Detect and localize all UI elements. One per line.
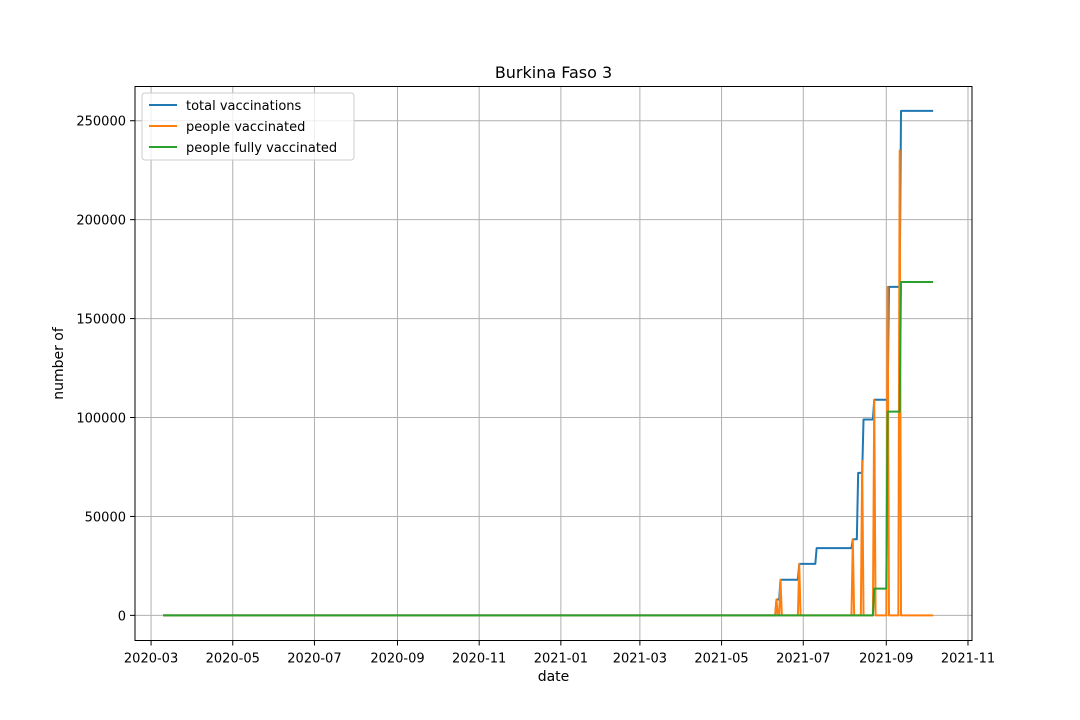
x-tick-label: 2021-05 — [694, 652, 748, 667]
x-tick-label: 2020-05 — [206, 652, 260, 667]
y-tick-label: 200000 — [76, 214, 126, 229]
x-tick-label: 2021-01 — [534, 652, 588, 667]
plot-frame — [134, 86, 973, 641]
legend: total vaccinations people vaccinated peopl… — [141, 92, 355, 161]
x-tick-label: 2020-07 — [287, 652, 341, 667]
gridlines — [135, 86, 972, 641]
x-tick-label: 2020-11 — [452, 652, 506, 667]
x-tick-label: 2021-11 — [941, 652, 995, 667]
y-tick-label: 250000 — [76, 115, 126, 130]
legend-label: total vaccinations — [186, 99, 302, 114]
series-lines — [163, 109, 934, 617]
x-axis-ticks: 2020-03 2020-05 2020-07 2020-09 2020-11 2021-… — [124, 640, 995, 667]
x-axis-label: date — [538, 669, 570, 685]
x-tick-label: 2020-09 — [370, 652, 424, 667]
y-tick-label: 0 — [118, 609, 126, 624]
y-axis-ticks: 0 50000 100000 150000 200000 250000 — [76, 115, 135, 624]
x-tick-label: 2021-09 — [859, 652, 913, 667]
y-tick-label: 50000 — [85, 510, 126, 525]
y-tick-label: 100000 — [76, 412, 126, 427]
legend-label: people vaccinated — [186, 120, 305, 135]
series-line-3 — [163, 280, 934, 617]
x-tick-label: 2020-03 — [124, 652, 178, 667]
legend-label: people fully vaccinated — [186, 141, 337, 156]
y-tick-label: 150000 — [76, 313, 126, 328]
x-tick-label: 2021-07 — [776, 652, 830, 667]
x-tick-label: 2021-03 — [613, 652, 667, 667]
chart-title: Burkina Faso 3 — [495, 63, 612, 82]
legend-box — [141, 92, 355, 161]
y-axis-label: number of — [51, 326, 67, 400]
